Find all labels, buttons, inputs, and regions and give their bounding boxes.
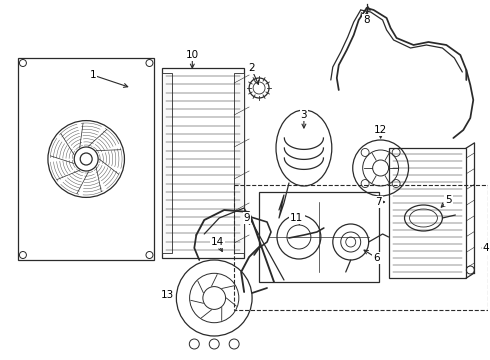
Text: 6: 6 [373, 253, 380, 263]
Bar [234, 73, 244, 253]
Text: 13: 13 [161, 290, 174, 300]
Text: 4: 4 [483, 243, 490, 253]
Text: 1: 1 [89, 70, 96, 80]
Bar [162, 68, 244, 258]
Bar [234, 185, 488, 310]
Text: 8: 8 [364, 15, 370, 25]
Bar [389, 148, 466, 278]
Text: 14: 14 [211, 237, 224, 247]
Text: 12: 12 [374, 125, 387, 135]
Text: 5: 5 [445, 195, 452, 205]
Text: 2: 2 [248, 63, 254, 73]
Text: 10: 10 [186, 50, 199, 60]
Text: 7: 7 [375, 197, 382, 207]
Text: 11: 11 [290, 213, 303, 223]
Bar [259, 192, 379, 282]
Bar [18, 58, 154, 260]
Bar [162, 73, 172, 253]
Text: 3: 3 [300, 110, 307, 120]
Text: 9: 9 [244, 213, 250, 223]
